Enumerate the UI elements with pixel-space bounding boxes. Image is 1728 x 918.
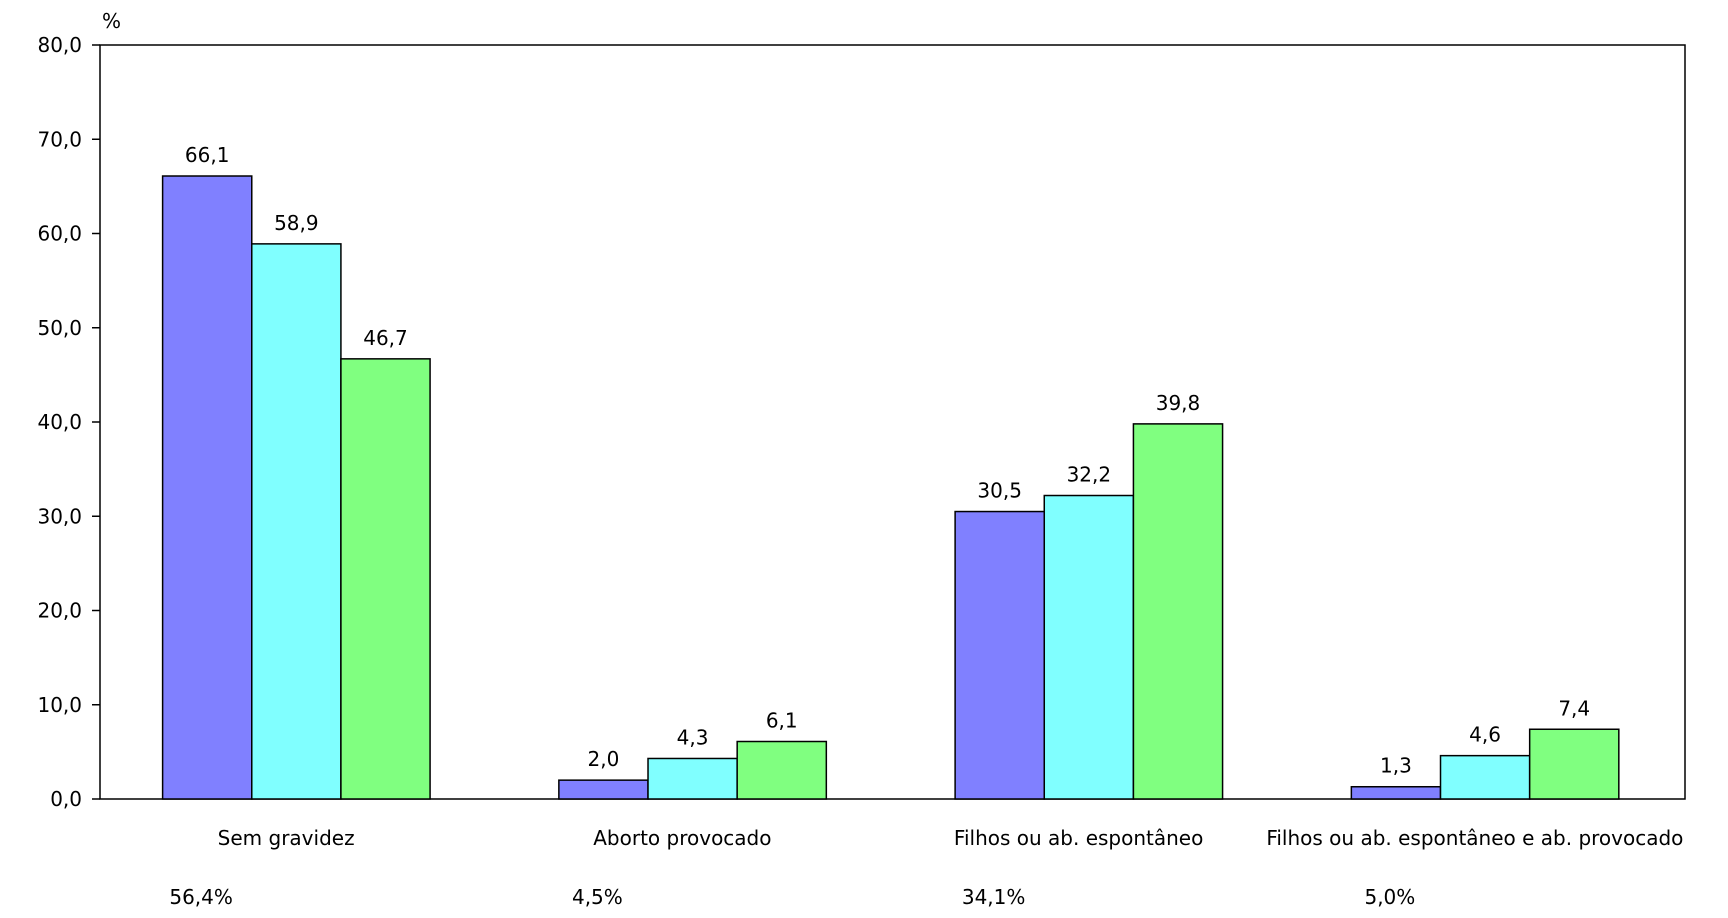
x-category-label: Aborto provocado [593, 826, 771, 850]
x-category-label: Filhos ou ab. espontâneo [954, 826, 1203, 850]
y-tick-label: 60,0 [37, 222, 82, 246]
bar-value-label: 6,1 [766, 709, 798, 733]
y-tick-label: 10,0 [37, 693, 82, 717]
y-tick-label: 70,0 [37, 127, 82, 151]
y-tick-label: 40,0 [37, 410, 82, 434]
bar [647, 757, 738, 800]
y-tick-label: 20,0 [37, 599, 82, 623]
bar-value-label: 30,5 [977, 479, 1022, 503]
bar-value-label: 66,1 [185, 143, 230, 167]
data-labels: 66,1 58,9 46,7 2,0 4,3 6,1 30,5 32,2 39,8 1,3 4,6 7… [185, 143, 1590, 778]
bar [1528, 728, 1620, 800]
category-total-label: 5,0% [1364, 885, 1415, 909]
y-tick-label: 50,0 [37, 316, 82, 340]
bar-value-label: 7,4 [1558, 696, 1590, 720]
y-axis: 0,0 10,0 20,0 30,0 40,0 50,0 60,0 70,0 80,0 [37, 33, 100, 811]
x-axis-category-labels: Sem gravidez Aborto provocado Filhos ou ab… [218, 826, 1684, 850]
bar-value-label: 58,9 [274, 211, 319, 235]
y-axis-label: % [102, 9, 121, 33]
bar-value-label: 4,6 [1469, 723, 1501, 747]
bar [340, 358, 431, 800]
bar [954, 510, 1046, 800]
bar [1439, 754, 1531, 800]
bar-value-label: 39,8 [1156, 391, 1201, 415]
x-category-label: Filhos ou ab. espontâneo e ab. provocado [1266, 826, 1683, 850]
y-tick-label: 30,0 [37, 504, 82, 528]
bar-value-label: 2,0 [588, 747, 620, 771]
y-tick-label: 0,0 [50, 787, 82, 811]
bar [161, 175, 253, 800]
category-total-label: 56,4% [169, 885, 233, 909]
bar-value-label: 46,7 [363, 326, 408, 350]
bar [558, 779, 649, 800]
category-total-label: 4,5% [572, 885, 623, 909]
category-total-label: 34,1% [962, 885, 1026, 909]
bar [1350, 785, 1442, 800]
category-totals: 56,4% 4,5% 34,1% 5,0% [169, 885, 1415, 909]
bar [1132, 423, 1224, 800]
y-tick-label: 80,0 [37, 33, 82, 57]
bar-series [161, 175, 1620, 800]
bar [1043, 494, 1135, 800]
bar [736, 740, 828, 800]
bar [251, 243, 342, 800]
bar-value-label: 32,2 [1067, 463, 1112, 487]
x-category-label: Sem gravidez [218, 826, 355, 850]
bar-value-label: 4,3 [677, 725, 709, 749]
bar-value-label: 1,3 [1380, 754, 1412, 778]
